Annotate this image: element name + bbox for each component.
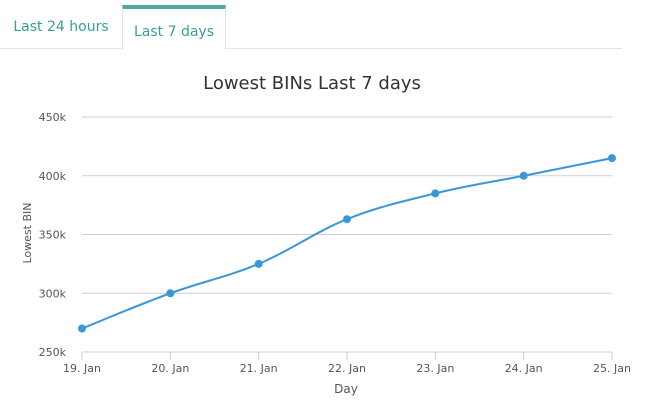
data-point[interactable] — [519, 171, 528, 180]
y-tick-label: 250k — [39, 346, 67, 359]
y-axis-label: Lowest BIN — [21, 203, 34, 264]
x-axis-label: Day — [334, 382, 358, 396]
grid-lines — [82, 116, 612, 353]
x-tick-label: 24. Jan — [505, 362, 543, 375]
y-tick-label: 300k — [39, 287, 67, 300]
chart-container: Lowest BINs Last 7 days 250k 300k 350k 400k… — [0, 60, 665, 419]
y-tick-label: 450k — [39, 111, 67, 124]
data-point[interactable] — [166, 289, 175, 298]
y-tick-label: 350k — [39, 229, 67, 242]
data-point[interactable] — [343, 215, 351, 224]
tab-last-24-hours[interactable]: Last 24 hours — [13, 18, 109, 35]
data-point[interactable] — [254, 259, 263, 268]
series-layer — [78, 154, 616, 333]
data-point[interactable] — [608, 154, 616, 163]
x-tick-label: 23. Jan — [416, 362, 454, 375]
x-tick-label: 20. Jan — [151, 362, 189, 375]
x-axis: 19. Jan 20. Jan 21. Jan 22. Jan 23. Jan 24. J… — [63, 352, 631, 375]
x-tick-label: 22. Jan — [328, 362, 366, 375]
y-tick-label: 400k — [39, 170, 67, 183]
chart-title: Lowest BINs Last 7 days — [203, 73, 421, 94]
data-point[interactable] — [431, 189, 440, 198]
x-tick-label: 19. Jan — [63, 362, 101, 375]
x-tick-label: 25. Jan — [593, 362, 631, 375]
tab-last-7-days[interactable]: Last 7 days — [122, 5, 226, 50]
data-point[interactable] — [78, 324, 86, 333]
tab-bar: Last 24 hours Last 7 days — [0, 0, 622, 50]
series-line — [81, 157, 613, 330]
line-chart: Lowest BINs Last 7 days 250k 300k 350k 400k… — [21, 73, 631, 396]
y-axis-ticks: 250k 300k 350k 400k 450k — [39, 111, 67, 359]
x-tick-label: 21. Jan — [240, 362, 278, 375]
